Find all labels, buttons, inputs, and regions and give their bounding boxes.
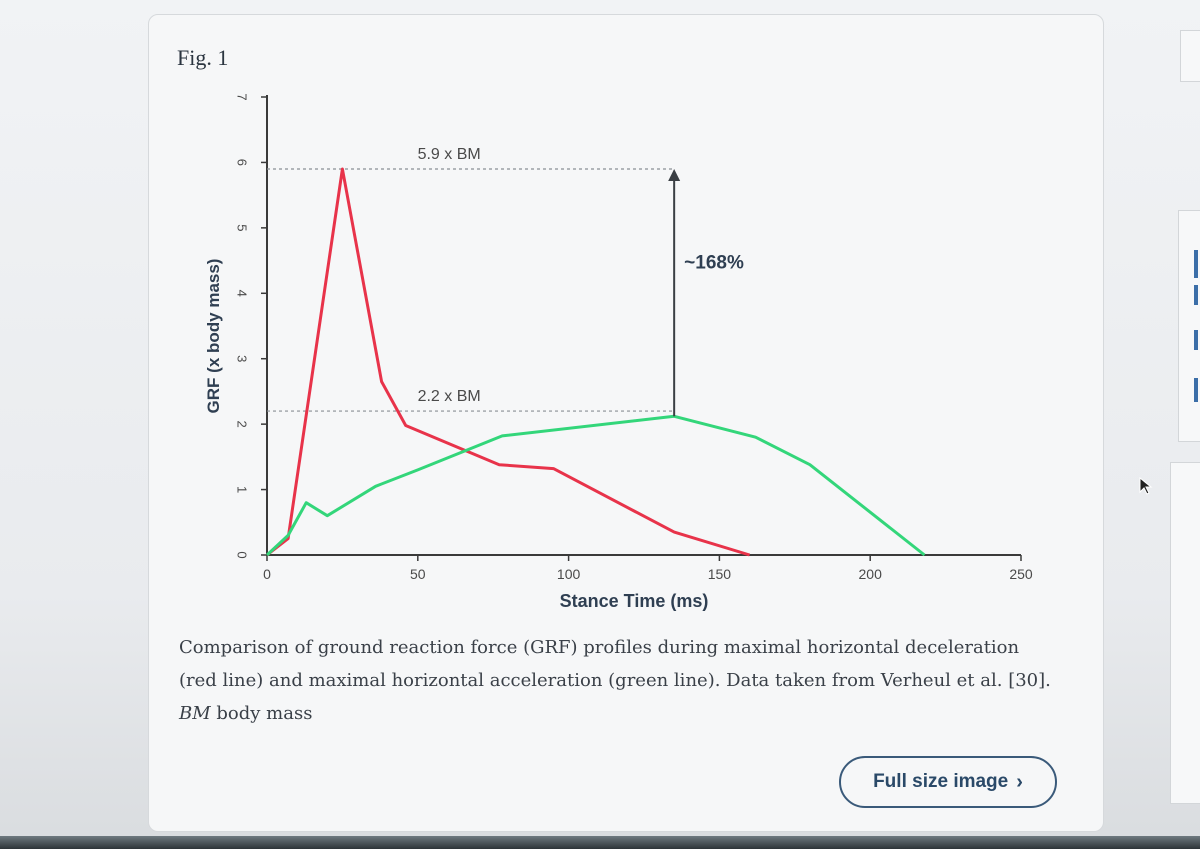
caption-text: Comparison of ground reaction force (GRF…: [179, 637, 1051, 691]
side-link-2[interactable]: [1194, 285, 1198, 305]
side-link-1[interactable]: [1194, 250, 1198, 278]
side-link-4[interactable]: [1194, 378, 1198, 402]
figure-caption: Comparison of ground reaction force (GRF…: [179, 631, 1059, 730]
chevron-right-icon: ›: [1016, 770, 1023, 793]
x-axis-title: Stance Time (ms): [560, 591, 709, 611]
y-tick-label: 7: [235, 93, 250, 100]
annotation-label: ~168%: [684, 253, 744, 274]
full-size-image-button[interactable]: Full size image ›: [839, 756, 1057, 808]
full-size-image-label: Full size image: [873, 771, 1009, 792]
monitor-bezel: [0, 836, 1200, 849]
side-panel-middle: [1178, 210, 1200, 442]
x-tick-label: 200: [859, 566, 883, 582]
figure-card: Fig. 1 0 50 100 150 200 250 0 1 2 3 4 5 6 7 Stance Tim…: [148, 14, 1104, 832]
side-link-3[interactable]: [1194, 330, 1198, 350]
deceleration-series-line: [266, 167, 751, 557]
y-tick-label: 5: [235, 224, 250, 231]
y-tick-label: 6: [235, 159, 250, 166]
y-tick-label: 0: [235, 551, 250, 558]
y-tick-label: 3: [235, 355, 250, 362]
mouse-cursor-icon: [1139, 476, 1153, 495]
x-tick-label: 150: [708, 566, 732, 582]
caption-abbrev-definition: body mass: [216, 703, 313, 724]
x-tick-label: 50: [410, 566, 426, 582]
grf-chart: 0 50 100 150 200 250 0 1 2 3 4 5 6 7 Stance Time (ms) G…: [204, 93, 1033, 611]
side-panel-top: [1180, 30, 1200, 82]
x-tick-label: 100: [557, 566, 581, 582]
side-panel-bottom: [1170, 462, 1200, 804]
x-tick-label: 250: [1009, 566, 1033, 582]
y-tick-label: 2: [235, 421, 250, 428]
annotation-arrow-head: [668, 168, 681, 181]
y-axis-title: GRF (x body mass): [204, 259, 223, 414]
reference-line-label: 5.9 x BM: [418, 146, 481, 163]
acceleration-series-line: [265, 414, 926, 557]
y-tick-label: 1: [235, 486, 250, 493]
y-tick-label: 4: [235, 290, 250, 297]
caption-abbrev: BM: [179, 703, 211, 724]
figure-label: Fig. 1: [177, 45, 229, 70]
x-tick-label: 0: [263, 566, 271, 582]
reference-line-label: 2.2 x BM: [418, 388, 481, 405]
